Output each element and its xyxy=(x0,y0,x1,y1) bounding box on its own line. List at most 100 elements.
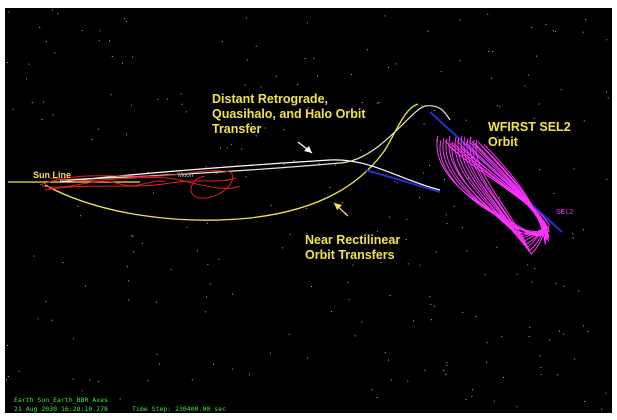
star xyxy=(8,11,10,13)
star xyxy=(531,26,533,28)
star xyxy=(493,400,495,402)
star xyxy=(446,223,448,225)
star xyxy=(585,19,587,21)
star xyxy=(54,52,56,54)
star xyxy=(384,15,386,17)
star xyxy=(446,361,448,363)
star xyxy=(427,30,429,32)
star xyxy=(52,114,54,116)
star xyxy=(486,342,488,344)
viewport xyxy=(5,8,612,413)
star xyxy=(206,296,208,298)
star xyxy=(430,319,432,321)
star xyxy=(250,123,252,125)
star xyxy=(204,311,206,313)
nrho-transfer xyxy=(44,103,419,221)
star xyxy=(331,310,333,312)
orbit-track xyxy=(475,139,547,255)
moon-label: Moon xyxy=(178,173,193,179)
star xyxy=(205,166,207,168)
stars xyxy=(6,9,609,410)
star xyxy=(270,204,272,206)
star xyxy=(218,258,220,260)
star xyxy=(131,235,133,237)
star xyxy=(378,102,380,104)
star xyxy=(31,102,33,104)
star xyxy=(419,264,421,266)
star xyxy=(606,39,608,41)
star xyxy=(348,299,350,301)
star xyxy=(77,205,79,207)
status-step: Time Step: 230400.00 sec xyxy=(132,405,226,413)
star xyxy=(111,55,113,57)
star xyxy=(226,147,228,149)
star xyxy=(484,274,486,276)
star xyxy=(131,104,133,106)
star xyxy=(124,18,126,20)
star xyxy=(394,241,396,243)
star xyxy=(108,40,110,42)
star xyxy=(41,118,43,120)
star xyxy=(361,102,363,104)
star xyxy=(376,102,378,104)
star xyxy=(421,104,423,106)
star xyxy=(435,251,437,253)
star xyxy=(155,301,157,303)
star xyxy=(62,261,64,263)
star xyxy=(45,301,47,303)
star xyxy=(605,91,607,93)
star xyxy=(73,338,75,340)
star xyxy=(606,178,608,180)
star xyxy=(89,379,91,381)
star xyxy=(601,408,603,410)
star xyxy=(255,135,257,137)
star xyxy=(466,250,468,252)
star xyxy=(465,399,467,401)
star xyxy=(170,268,172,270)
star xyxy=(574,358,576,360)
star xyxy=(371,389,373,391)
star xyxy=(459,19,461,21)
star xyxy=(471,389,473,391)
star xyxy=(444,178,446,180)
star xyxy=(121,62,123,64)
star xyxy=(12,108,14,110)
star xyxy=(527,264,529,266)
star xyxy=(28,63,30,65)
star xyxy=(433,109,435,111)
star xyxy=(219,147,221,149)
star xyxy=(496,105,498,107)
halo-transfer xyxy=(59,159,441,191)
star xyxy=(387,66,389,68)
star xyxy=(307,107,309,109)
star xyxy=(7,376,9,378)
star xyxy=(6,379,8,381)
star xyxy=(341,202,343,204)
star xyxy=(293,160,295,162)
star xyxy=(376,397,378,399)
star xyxy=(249,374,251,376)
star xyxy=(304,58,306,60)
star xyxy=(582,229,584,231)
orbit-track xyxy=(469,136,549,249)
star xyxy=(433,305,435,307)
star xyxy=(310,285,312,287)
star xyxy=(306,233,308,235)
star xyxy=(350,73,352,75)
star xyxy=(125,134,127,136)
star xyxy=(207,263,209,265)
star xyxy=(538,103,540,105)
star xyxy=(125,20,127,22)
star xyxy=(560,89,562,91)
star xyxy=(191,379,193,381)
star xyxy=(446,364,448,366)
star xyxy=(578,290,580,292)
star xyxy=(33,255,35,257)
arrow-head xyxy=(334,203,342,210)
star xyxy=(245,176,247,178)
star xyxy=(486,361,488,363)
star xyxy=(583,120,585,122)
star xyxy=(186,226,188,228)
star xyxy=(389,295,391,297)
annotation: Orbit Transfers xyxy=(305,248,395,262)
